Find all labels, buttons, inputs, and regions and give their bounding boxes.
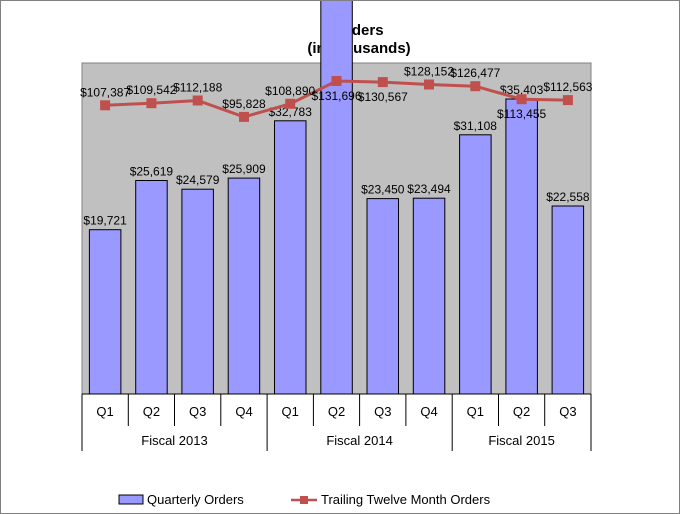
bar-quarterly-orders (320, 1, 353, 395)
ttm-data-label: $128,152 (404, 65, 454, 79)
ttm-data-label: $112,188 (173, 81, 222, 95)
legend-ttm-marker (300, 496, 308, 504)
bar-quarterly-orders (551, 205, 585, 395)
bar-quarterly-orders (366, 198, 399, 395)
bar-quarterly-orders (505, 98, 538, 395)
bar-data-label: $25,909 (222, 162, 266, 176)
bar-quarterly-orders (227, 177, 261, 395)
bar-quarterly-orders (274, 120, 307, 395)
ttm-data-label: $126,477 (450, 66, 500, 80)
bar-data-label: $23,494 (407, 182, 451, 196)
bar-data-label: $35,403 (500, 83, 544, 97)
ttm-point-marker (239, 111, 249, 122)
x-tick-label: Q1 (96, 404, 113, 419)
legend-quarterly-label: Quarterly Orders (147, 492, 244, 507)
ttm-data-label: $95,828 (222, 97, 266, 111)
ttm-point-marker (470, 81, 481, 92)
ttm-data-label: $130,567 (358, 90, 408, 104)
ttm-data-label: $113,455 (497, 107, 546, 121)
bar-quarterly-orders (88, 229, 122, 395)
ttm-data-label: $107,387 (80, 85, 130, 99)
x-tick-label: Q3 (559, 404, 576, 419)
ttm-point-marker (192, 95, 203, 106)
ttm-point-marker (285, 98, 296, 109)
bar-quarterly-orders (135, 180, 168, 395)
x-tick-label: Q2 (513, 404, 530, 419)
x-group-label: Fiscal 2014 (326, 433, 392, 448)
bar-quarterly-orders (459, 134, 492, 395)
legend-quarterly-swatch (118, 494, 144, 505)
ttm-point-marker (146, 98, 157, 109)
ttm-point-marker (100, 100, 111, 111)
bar-data-label: $25,619 (130, 165, 174, 179)
ttm-point-marker (424, 79, 434, 90)
ttm-point-marker (516, 94, 527, 105)
ttm-point-marker (377, 77, 388, 88)
x-tick-label: Q1 (467, 404, 484, 419)
bar-quarterly-orders (412, 197, 446, 395)
x-group-label: Fiscal 2013 (141, 433, 207, 448)
legend: Quarterly Orders Trailing Twelve Month O… (118, 492, 491, 507)
x-tick-label: Q3 (374, 404, 391, 419)
x-tick-label: Q4 (420, 404, 437, 419)
x-tick-label: Q2 (328, 404, 345, 419)
bar-data-label: $23,450 (361, 183, 405, 197)
ttm-point-marker (331, 76, 342, 86)
x-tick-label: Q4 (235, 404, 252, 419)
bar-quarterly-orders (181, 188, 214, 395)
legend-ttm-label: Trailing Twelve Month Orders (321, 492, 491, 507)
x-tick-label: Q2 (143, 404, 160, 419)
x-tick-label: Q3 (189, 404, 206, 419)
bar-data-label: $24,579 (176, 173, 220, 187)
ttm-data-label: $108,890 (265, 84, 315, 98)
bar-data-label: $31,108 (454, 119, 498, 133)
ttm-point-marker (562, 95, 573, 106)
bar-data-label: $19,721 (83, 214, 127, 228)
ttm-data-label: $131,696 (311, 89, 361, 103)
x-tick-label: Q1 (282, 404, 299, 419)
x-group-label: Fiscal 2015 (488, 433, 554, 448)
bar-data-label: $22,558 (546, 190, 590, 204)
ttm-data-label: $109,542 (126, 83, 176, 97)
ttm-data-label: $112,563 (543, 80, 592, 94)
